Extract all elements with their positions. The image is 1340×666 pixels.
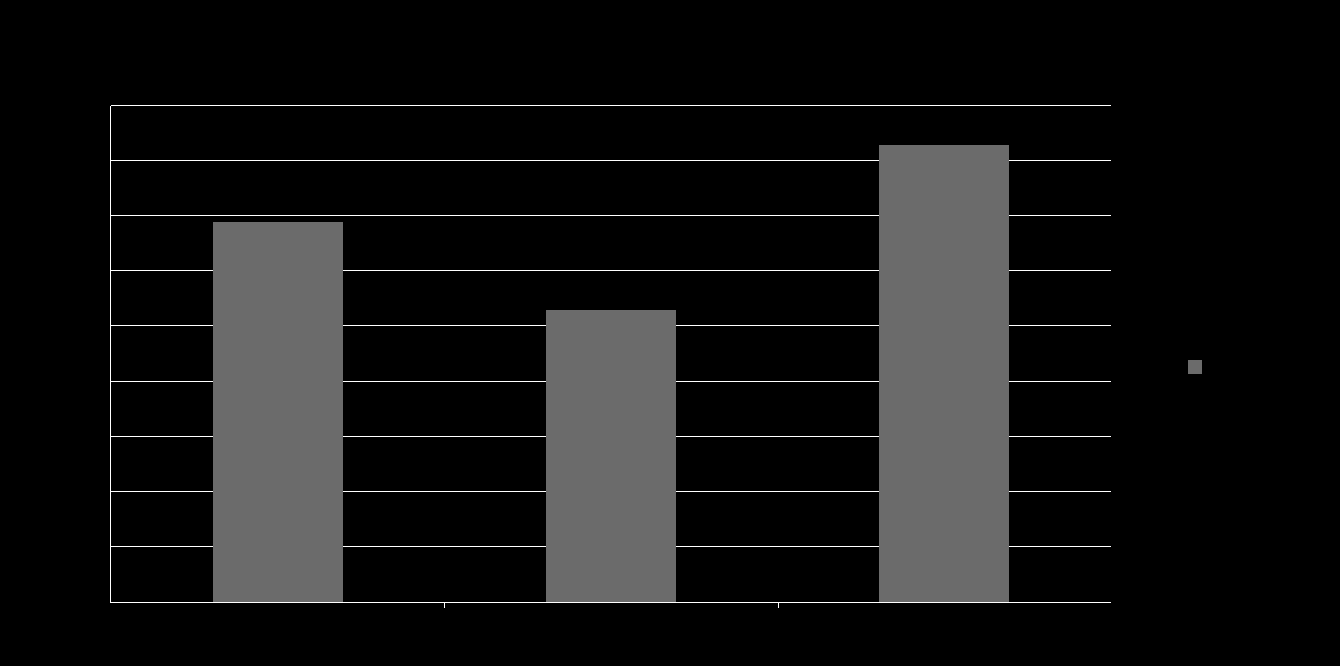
bar-chart (0, 0, 1340, 666)
gridline (111, 105, 1111, 106)
x-tick (778, 602, 779, 608)
bar (213, 222, 343, 602)
x-tick (444, 602, 445, 608)
legend-swatch (1188, 360, 1202, 374)
bar (879, 145, 1009, 602)
bar (546, 310, 676, 602)
legend (1188, 360, 1202, 374)
plot-area (110, 106, 1111, 603)
